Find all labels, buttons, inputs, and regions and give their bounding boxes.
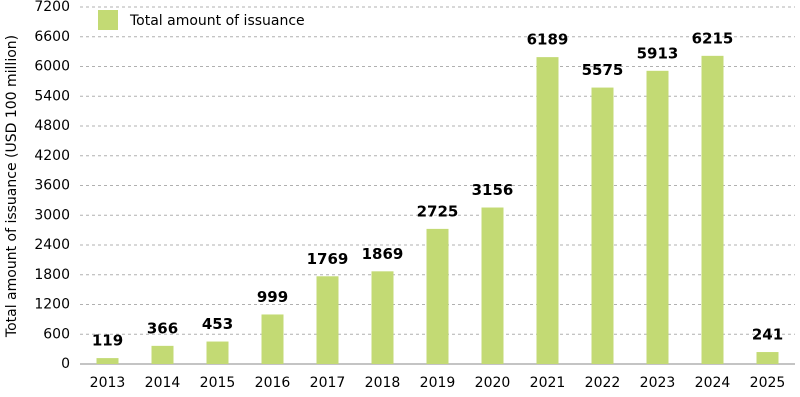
x-tick-label: 2023 [640,375,676,391]
y-tick-label: 600 [43,326,70,342]
x-tick-label: 2016 [255,375,291,391]
bar [481,207,504,364]
y-tick-label: 4800 [34,118,70,134]
data-label: 453 [202,315,233,333]
data-label: 5913 [637,44,679,62]
bar [261,314,284,364]
legend-swatch [98,10,118,30]
bar [536,57,559,364]
y-tick-label: 1800 [34,267,70,283]
data-label: 119 [92,332,123,350]
data-label: 241 [752,326,783,344]
y-tick-label: 6600 [34,29,70,45]
data-label: 1769 [307,250,349,268]
bar [316,276,339,364]
data-label: 6215 [692,29,734,47]
bar [371,271,394,364]
y-tick-label: 3600 [34,178,70,194]
data-label: 999 [257,288,288,306]
data-label: 3156 [472,181,514,199]
data-label: 6189 [527,31,569,49]
y-tick-label: 1200 [34,297,70,313]
x-tick-label: 2015 [200,375,236,391]
y-axis-label: Total amount of issuance (USD 100 millio… [4,35,20,338]
data-label: 5575 [582,61,624,79]
data-label: 366 [147,319,178,337]
x-tick-label: 2019 [420,375,456,391]
x-tick-label: 2018 [365,375,401,391]
x-tick-label: 2025 [750,375,786,391]
y-tick-label: 5400 [34,88,70,104]
x-tick-label: 2013 [90,375,126,391]
bar [756,352,779,364]
x-tick-label: 2014 [145,375,181,391]
bar [591,87,614,365]
x-tick-label: 2017 [310,375,346,391]
y-tick-label: 4200 [34,148,70,164]
y-tick-label: 0 [61,356,70,372]
y-tick-label: 6000 [34,59,70,75]
bar [426,228,449,364]
x-tick-label: 2024 [695,375,731,391]
legend-label: Total amount of issuance [129,13,305,29]
y-tick-label: 3000 [34,207,70,223]
x-tick-label: 2021 [530,375,566,391]
bar [701,55,724,364]
data-label: 2725 [417,202,459,220]
data-label: 1869 [362,245,404,263]
y-tick-label: 7200 [34,0,70,15]
x-tick-label: 2020 [475,375,511,391]
x-tick-label: 2022 [585,375,621,391]
bar [151,345,174,364]
bar [646,70,669,364]
y-tick-label: 2400 [34,237,70,253]
bar [96,358,119,364]
bar [206,341,229,364]
